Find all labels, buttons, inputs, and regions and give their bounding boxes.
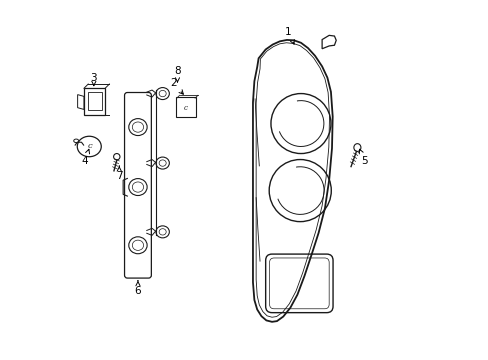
Text: 2: 2 xyxy=(169,78,183,94)
Text: 5: 5 xyxy=(359,149,367,166)
Bar xyxy=(87,92,102,111)
Text: c: c xyxy=(183,104,187,112)
Text: 8: 8 xyxy=(174,66,181,82)
Text: 7: 7 xyxy=(116,166,122,181)
Text: 6: 6 xyxy=(134,280,141,296)
Text: 1: 1 xyxy=(285,27,294,44)
Text: 3: 3 xyxy=(90,73,97,86)
Text: 4: 4 xyxy=(81,149,89,166)
Bar xyxy=(84,88,105,115)
Text: c: c xyxy=(87,143,92,150)
